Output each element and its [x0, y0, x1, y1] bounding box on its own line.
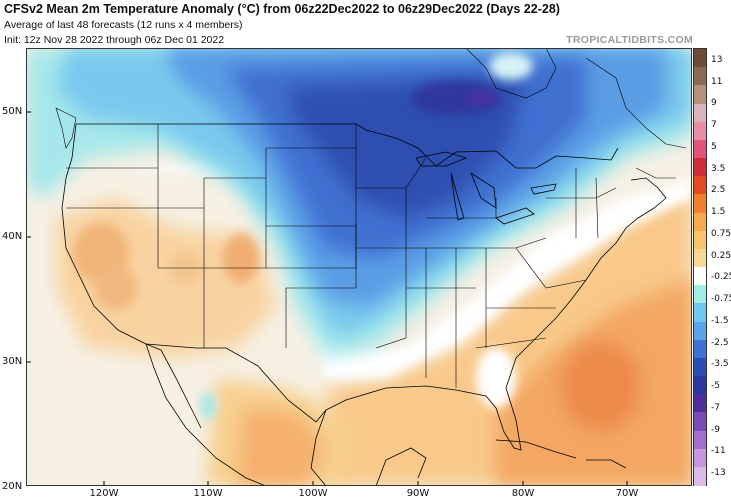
colorbar-tick-label: 0.25 — [711, 250, 731, 261]
colorbar-swatch — [694, 230, 706, 250]
colorbar-tick-label: -11 — [711, 446, 726, 457]
lat-label: 20N — [2, 481, 23, 492]
lat-label: 30N — [2, 356, 23, 367]
colorbar-swatch — [694, 466, 706, 486]
colorbar-swatch — [694, 321, 706, 341]
colorbar-tick-label: 1.5 — [711, 207, 726, 218]
colorbar-swatch — [694, 412, 706, 432]
colorbar-tick-label: 3.5 — [711, 163, 726, 174]
colorbar-tick-label: -2.5 — [711, 337, 729, 348]
mexico-warm-core — [236, 408, 326, 486]
colorbar-swatch — [694, 85, 706, 105]
map-canvas — [26, 48, 692, 486]
colorbar-tick-label: -0.25 — [711, 272, 731, 283]
brand-watermark: TROPICALTIDBITS.COM — [566, 34, 693, 46]
colorbar-swatch — [694, 139, 706, 159]
colorbar-swatch — [694, 357, 706, 377]
canada-coast — [55, 48, 687, 179]
colorbar-tick-label: -9 — [711, 424, 720, 435]
colorbar-swatch — [694, 285, 706, 304]
colorbar-tick-label: 0.75 — [711, 228, 731, 239]
colorbar-swatch — [694, 448, 706, 468]
colorbar-tick-label: -5 — [711, 381, 720, 392]
lon-label: 100W — [298, 488, 328, 499]
us-canada-border — [76, 123, 619, 169]
colorbar-swatch — [694, 376, 706, 395]
warm-ocean-max — [561, 341, 641, 431]
colorbar-swatch — [694, 430, 706, 450]
colorbar-swatch — [694, 339, 706, 359]
lat-label: 50N — [2, 106, 23, 117]
colorbar-tick-label: 13 — [711, 55, 723, 65]
great-lakes — [415, 151, 557, 225]
colorbar-swatch — [694, 121, 706, 141]
colorbar-swatch — [694, 158, 706, 177]
colorbar-tick-label: 7 — [711, 120, 717, 131]
colorbar-tick-label: 9 — [711, 98, 717, 109]
lon-label: 120W — [89, 488, 119, 499]
cold-anomaly-max — [411, 80, 501, 116]
lon-label: 110W — [193, 488, 223, 499]
colorbar-tick-label: -3.5 — [711, 359, 729, 370]
init-info: Init: 12z Nov 28 2022 through 06z Dec 01… — [4, 34, 225, 46]
colorbar — [693, 48, 707, 486]
anomaly-map — [26, 48, 692, 486]
map-subtitle: Average of last 48 forecasts (12 runs x … — [4, 19, 243, 31]
colorbar-swatch — [694, 194, 706, 214]
colorbar-swatch — [694, 212, 706, 232]
map-frame — [26, 48, 692, 486]
colorbar-tick-label: 11 — [711, 76, 723, 87]
map-title: CFSv2 Mean 2m Temperature Anomaly (°C) f… — [4, 2, 560, 16]
colorbar-tick-label: -13 — [711, 468, 726, 478]
lon-label: 70W — [615, 488, 639, 499]
lon-label: 90W — [406, 488, 430, 499]
colorbar-swatch — [694, 394, 706, 413]
colorbar-swatch — [694, 267, 706, 286]
colorbar-swatch — [694, 103, 706, 123]
colorbar-swatch — [694, 176, 706, 195]
lon-label: 80W — [511, 488, 535, 499]
colorbar-tick-label: -1.5 — [711, 315, 729, 326]
colorbar-tick-label: -0.75 — [711, 294, 731, 305]
colorbar-tick-label: 5 — [711, 141, 717, 152]
lat-label: 40N — [2, 231, 23, 242]
colorbar-swatch — [694, 49, 706, 68]
colorbar-swatch — [694, 248, 706, 268]
four-corners-warm — [223, 233, 259, 283]
colorbar-swatch — [694, 67, 706, 86]
colorbar-tick-label: 2.5 — [711, 185, 726, 196]
state-lines — [66, 124, 617, 388]
colorbar-tick-label: -7 — [711, 402, 720, 413]
hudson-bay — [489, 52, 533, 80]
colorbar-swatch — [694, 303, 706, 323]
